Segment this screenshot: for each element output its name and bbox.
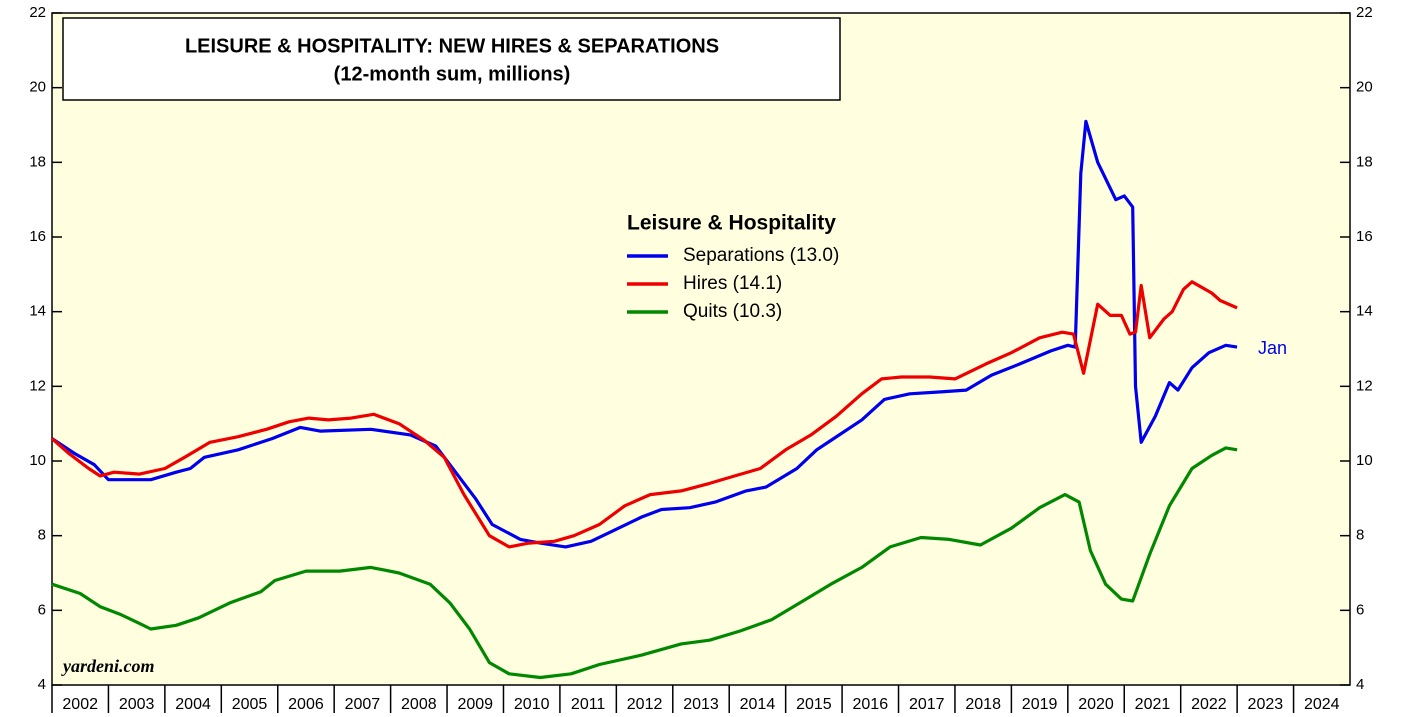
x-tick-label: 2002 xyxy=(62,696,98,713)
x-tick-label: 2012 xyxy=(627,696,663,713)
y2-tick-label: 14 xyxy=(1356,303,1373,320)
plot-area xyxy=(51,12,1351,686)
x-tick-label: 2020 xyxy=(1078,696,1114,713)
x-tick-label: 2015 xyxy=(796,696,832,713)
x-tick-label: 2022 xyxy=(1191,696,1227,713)
y2-tick-label: 6 xyxy=(1356,601,1364,618)
y2-tick-label: 8 xyxy=(1356,527,1364,544)
x-tick-label: 2016 xyxy=(853,696,889,713)
series-line xyxy=(51,446,1238,680)
y2-tick-label: 16 xyxy=(1356,228,1373,245)
y-tick-label: 10 xyxy=(29,452,46,469)
y-tick-label: 12 xyxy=(29,377,46,394)
chart-subtitle: (12-month sum, millions) xyxy=(334,63,571,85)
x-tick-label: 2019 xyxy=(1022,696,1058,713)
x-tick-label: 2009 xyxy=(457,696,493,713)
x-tick-label: 2010 xyxy=(514,696,550,713)
y-tick-label: 4 xyxy=(38,676,46,693)
x-tick-label: 2004 xyxy=(175,696,211,713)
legend-title: Leisure & Hospitality xyxy=(627,212,836,235)
series-line xyxy=(51,119,1238,549)
x-tick-label: 2005 xyxy=(232,696,268,713)
series-line xyxy=(50,280,1238,549)
x-tick-label: 2024 xyxy=(1304,696,1340,713)
annotation: Jan xyxy=(1258,338,1287,358)
chart-title: LEISURE & HOSPITALITY: NEW HIRES & SEPAR… xyxy=(185,35,719,57)
source: yardeni.com xyxy=(61,656,155,676)
y-tick-label: 16 xyxy=(29,228,46,245)
x-tick-label: 2021 xyxy=(1135,696,1171,713)
x-tick-label: 2006 xyxy=(288,696,324,713)
x-tick-label: 2018 xyxy=(965,696,1001,713)
y2-tick-label: 20 xyxy=(1356,79,1373,96)
x-tick-label: 2007 xyxy=(345,696,381,713)
y-tick-label: 22 xyxy=(29,4,46,21)
legend-label: Hires (14.1) xyxy=(683,273,782,294)
y2-tick-label: 10 xyxy=(1356,452,1373,469)
x-tick-label: 2013 xyxy=(683,696,719,713)
x-tick-label: 2008 xyxy=(401,696,437,713)
y2-tick-label: 18 xyxy=(1356,153,1373,170)
title-box xyxy=(62,17,841,101)
legend-label: Separations (13.0) xyxy=(683,245,839,266)
x-tick-label: 2011 xyxy=(571,696,606,713)
x-tick-label: 2023 xyxy=(1248,696,1284,713)
x-tick-label: 2003 xyxy=(119,696,155,713)
x-tick-label: 2017 xyxy=(909,696,945,713)
y-tick-label: 6 xyxy=(38,601,46,618)
y-tick-label: 18 xyxy=(29,153,46,170)
y-tick-label: 14 xyxy=(29,303,46,320)
y-tick-label: 20 xyxy=(29,79,46,96)
y2-tick-label: 22 xyxy=(1356,4,1373,21)
y-tick-label: 8 xyxy=(38,527,46,544)
x-tick-label: 2014 xyxy=(740,696,776,713)
legend-label: Quits (10.3) xyxy=(683,301,782,322)
y2-tick-label: 12 xyxy=(1356,377,1373,394)
y2-tick-label: 4 xyxy=(1356,676,1364,693)
